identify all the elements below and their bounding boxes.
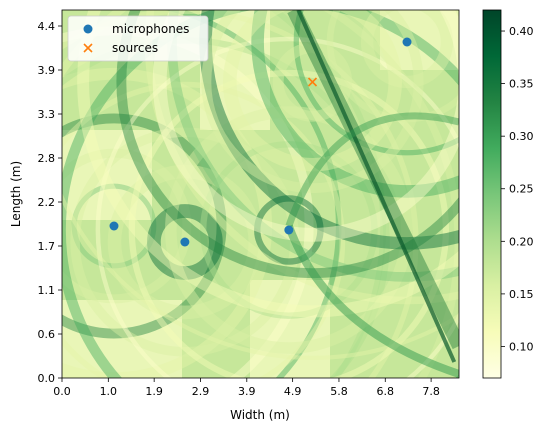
microphone-point (109, 221, 119, 231)
y-tick-label: 2.8 (38, 152, 56, 165)
y-tick-label: 2.2 (38, 196, 56, 209)
x-tick-label: 6.8 (377, 385, 395, 398)
x-tick-label: 1.9 (145, 385, 163, 398)
y-axis-label: Length (m) (9, 161, 23, 227)
x-tick-label: 4.9 (284, 385, 302, 398)
legend-box (67, 15, 209, 62)
microphone-point (402, 37, 412, 47)
legend-sources-label: sources (112, 41, 158, 55)
microphone-markers (109, 37, 412, 247)
y-tick-label: 4.4 (38, 20, 56, 33)
legend: microphones sources (67, 15, 209, 62)
legend-microphones-label: microphones (112, 22, 189, 36)
colorbar-ticks: 0.10 0.15 0.20 0.25 0.30 0.35 0.40 (501, 25, 534, 353)
y-axis-ticks: 0.0 0.6 1.1 1.7 2.2 2.8 3.3 3.9 4.4 (38, 20, 62, 385)
source-markers (307, 77, 318, 87)
x-tick-label: 2.9 (192, 385, 210, 398)
x-tick-label: 7.8 (422, 385, 440, 398)
colorbar-tick-label: 0.15 (509, 288, 534, 301)
y-tick-label: 3.9 (38, 64, 56, 77)
colorbar-tick-label: 0.30 (509, 130, 534, 143)
x-axis-label: Width (m) (230, 408, 290, 422)
x-tick-label: 3.9 (238, 385, 256, 398)
plot-area-frame (61, 9, 460, 379)
legend-microphones-marker (83, 24, 93, 34)
colorbar-tick-label: 0.35 (509, 78, 534, 91)
x-axis-ticks: 0.0 1.0 1.9 2.9 3.9 4.9 5.8 6.8 7.8 (53, 378, 440, 398)
y-tick-label: 3.3 (38, 108, 56, 121)
y-tick-label: 0.6 (38, 328, 56, 341)
microphone-point (180, 237, 190, 247)
x-tick-label: 5.8 (330, 385, 348, 398)
x-tick-label: 0.0 (53, 385, 71, 398)
y-tick-label: 0.0 (38, 372, 56, 385)
microphone-point (284, 225, 294, 235)
y-tick-label: 1.1 (38, 284, 56, 297)
source-point (307, 77, 318, 87)
y-tick-label: 1.7 (38, 240, 56, 253)
x-tick-label: 1.0 (100, 385, 118, 398)
colorbar-tick-label: 0.10 (509, 340, 534, 353)
colorbar-tick-label: 0.20 (509, 235, 534, 248)
colorbar-tick-label: 0.40 (509, 25, 534, 38)
legend-sources-marker (83, 43, 93, 53)
colorbar (482, 9, 502, 379)
colorbar-tick-label: 0.25 (509, 183, 534, 196)
